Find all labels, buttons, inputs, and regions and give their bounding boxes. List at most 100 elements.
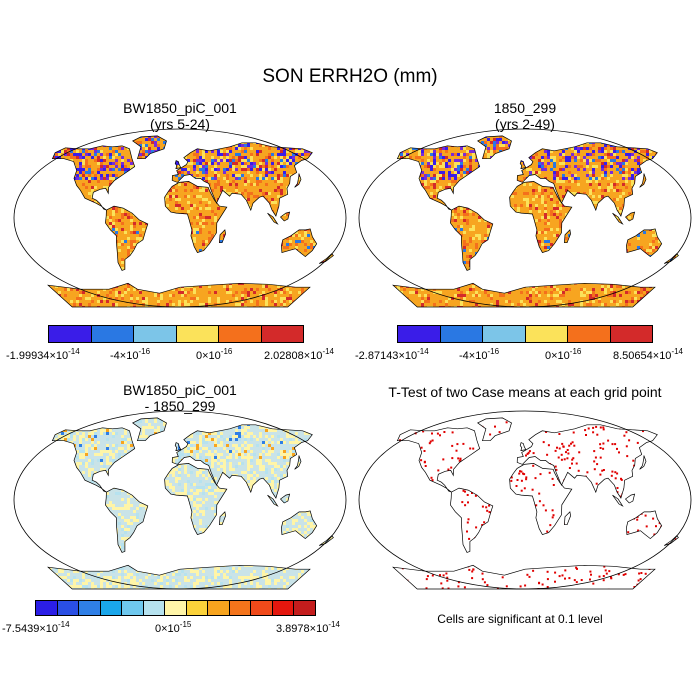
colorbar-2-segment [610, 326, 652, 342]
colorbar-3-segment [79, 601, 101, 615]
colorbar-2-segment [483, 326, 526, 342]
coastline [219, 511, 226, 526]
land-cells [393, 417, 679, 589]
map-outline [13, 128, 347, 308]
colorbar-3-label-min: -7.5439×10-14 [2, 620, 70, 635]
significance-note: Cells are significant at 0.1 level [437, 612, 603, 626]
panel-4-title-line1: T-Test of two Case means at each grid po… [388, 384, 662, 400]
colorbar-3-segment [36, 601, 58, 615]
coastline [564, 229, 571, 244]
figure-title: SON ERRH2O (mm) [262, 66, 438, 87]
land-cells [48, 417, 334, 589]
colorbar-1-segment [91, 326, 134, 342]
panel-3-title-line1: BW1850_piC_001 [123, 382, 237, 398]
colorbar-1-label-2: -4×10-16 [110, 347, 151, 362]
coastline [105, 205, 149, 271]
map-panel-3 [13, 410, 347, 590]
panel-2-title-line1: 1850_299 [493, 100, 557, 116]
coastline [219, 229, 226, 244]
coastline [174, 442, 182, 452]
coastline [279, 493, 291, 504]
coastline [132, 417, 167, 442]
colorbar-2-label-2: -4×10-16 [459, 347, 500, 362]
colorbar-panel-2 [397, 325, 653, 343]
coastline [392, 282, 656, 308]
coastline [294, 173, 302, 188]
colorbar-3-segment [186, 601, 209, 615]
colorbar-1-segment [134, 326, 177, 342]
coastline [509, 463, 573, 536]
colorbar-2-segment [525, 326, 568, 342]
coastline [516, 142, 658, 217]
coastline [396, 427, 481, 493]
coastline [132, 135, 167, 160]
colorbar-1-segment [176, 326, 219, 342]
land-cells [48, 135, 334, 307]
panel-3-title-line2: - 1850_299 [144, 398, 216, 414]
coastline [477, 417, 512, 442]
coastline [450, 205, 494, 271]
colorbar-3-segment [208, 601, 230, 615]
land-cells [393, 135, 679, 307]
colorbar-3-segment [165, 601, 187, 615]
map-panel-2 [358, 128, 692, 308]
coastline [396, 145, 481, 211]
map-panel-1 [13, 128, 347, 308]
colorbar-3-segment [251, 601, 273, 615]
coastline [105, 487, 149, 553]
coastline [171, 424, 313, 499]
panel-1-title-line2: (yrs 5-24) [150, 116, 210, 132]
panel-2-title-line2: (yrs 2-49) [495, 116, 555, 132]
coastline [294, 455, 302, 470]
coastline [164, 181, 228, 254]
map-outline [358, 410, 692, 590]
colorbar-3-segment [122, 601, 144, 615]
colorbar-2-segment [568, 326, 611, 342]
panel-2-title: 1850_299 (yrs 2-49) [355, 100, 695, 132]
map-outline [13, 410, 347, 590]
coastline [171, 142, 313, 217]
colorbar-3-label-max: 3.8978×10-14 [276, 620, 340, 635]
colorbar-2-segment [440, 326, 483, 342]
colorbar-3-segment [100, 601, 123, 615]
colorbar-panel-3 [35, 600, 316, 616]
map-outline [358, 128, 692, 308]
colorbar-3-segment [143, 601, 166, 615]
coastline [624, 211, 636, 222]
coastline [47, 564, 311, 590]
coastline [164, 463, 228, 536]
colorbar-1-segment [49, 326, 92, 342]
coastline [281, 228, 318, 258]
panel-1-title-line1: BW1850_piC_001 [123, 100, 237, 116]
panel-4-title: T-Test of two Case means at each grid po… [340, 384, 700, 400]
coastline [450, 487, 494, 553]
coastline [51, 145, 136, 211]
coastline [47, 282, 311, 308]
coastline [519, 442, 527, 452]
coastline [509, 181, 573, 254]
coastline [477, 135, 512, 160]
colorbar-2-label-3: 0×10-16 [545, 347, 582, 362]
coastline [519, 160, 527, 170]
coastline [174, 160, 182, 170]
colorbar-1-segment [261, 326, 303, 342]
coastline [516, 424, 658, 499]
colorbar-1-segment [219, 326, 262, 342]
panel-1-title: BW1850_piC_001 (yrs 5-24) [10, 100, 350, 132]
colorbar-2-label-min: -2.87143×10-14 [355, 347, 429, 362]
coastline [626, 228, 663, 258]
colorbar-3-segment [294, 601, 315, 615]
colorbar-1-label-3: 0×10-16 [196, 347, 233, 362]
colorbar-2-segment [398, 326, 441, 342]
coastline [639, 455, 647, 470]
colorbar-3-segment [229, 601, 252, 615]
coastline [267, 212, 279, 225]
coastline [624, 493, 636, 504]
coastline [639, 173, 647, 188]
coastline [51, 427, 136, 493]
colorbar-3-label-mid: 0×10-15 [155, 620, 192, 635]
coastline [281, 510, 318, 540]
coastline [267, 494, 279, 507]
colorbar-2-label-max: 8.50654×10-14 [613, 347, 683, 362]
map-panel-4 [358, 410, 692, 590]
